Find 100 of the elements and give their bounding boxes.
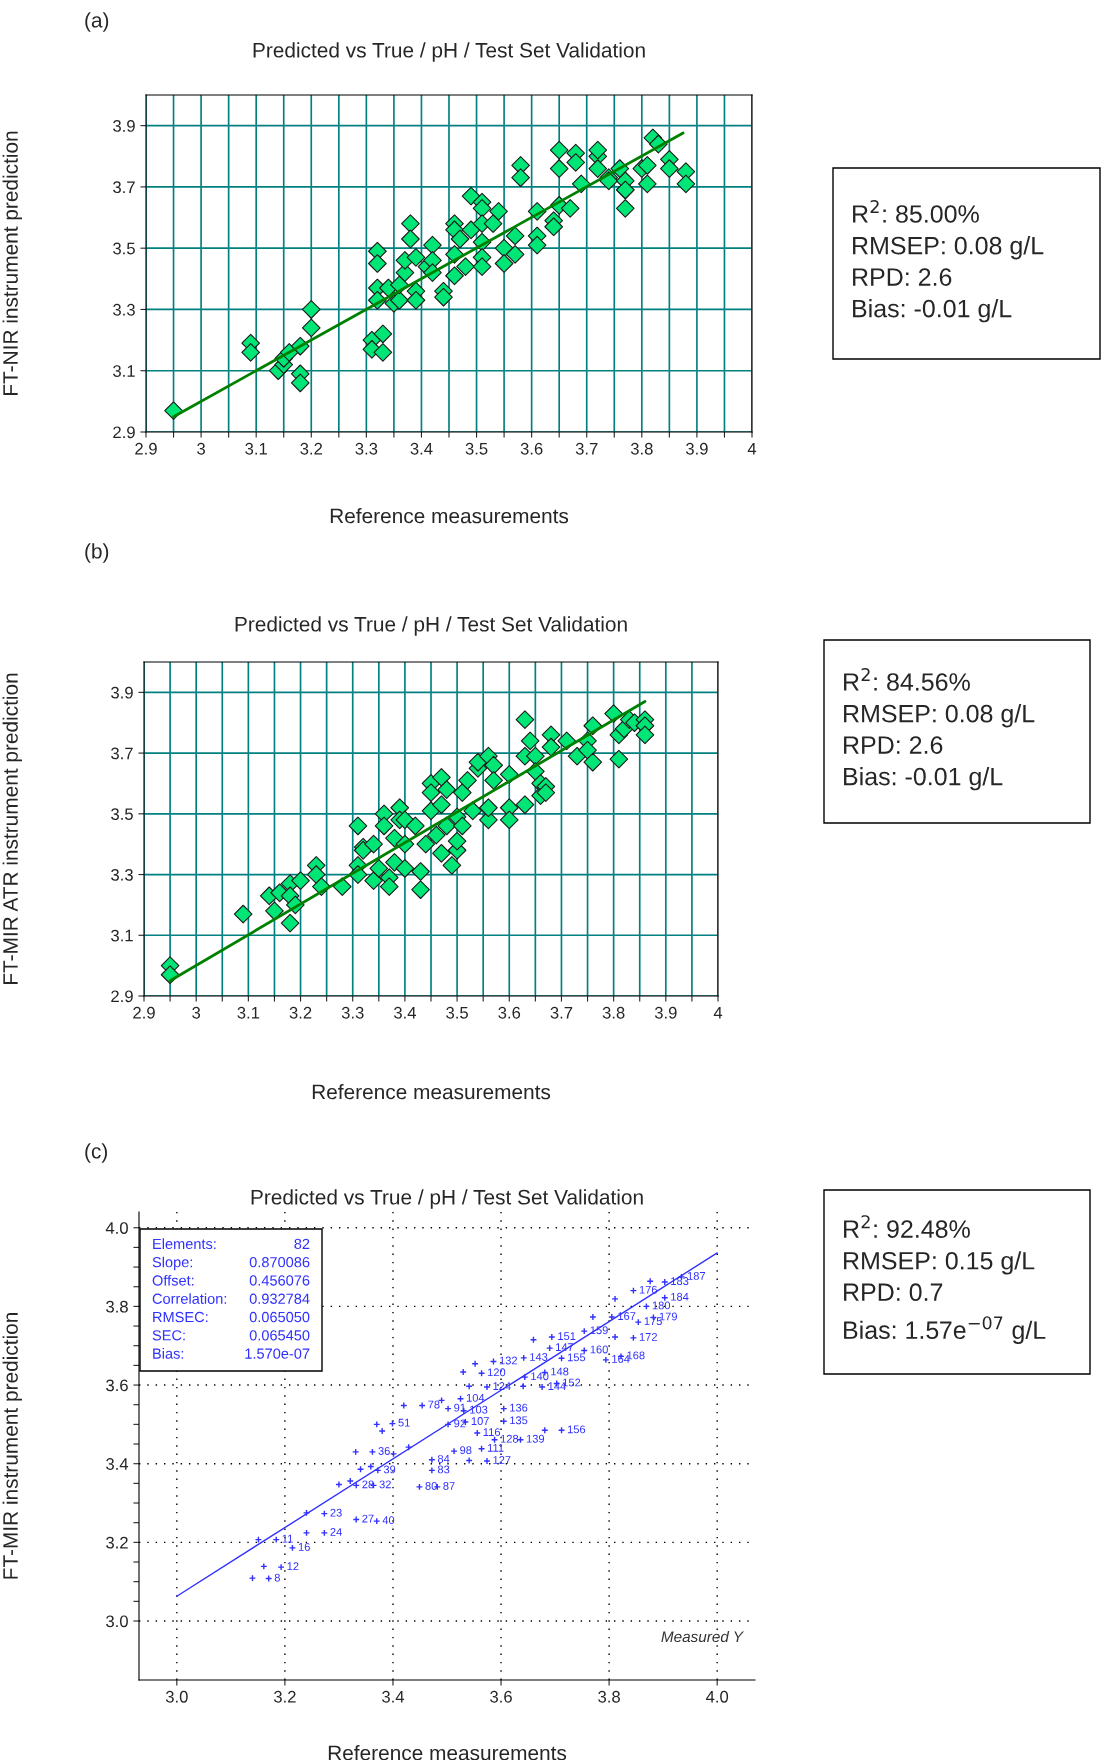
x-tick-label: 4.0 (705, 1690, 729, 1703)
y-tick-label: 3.4 (106, 1458, 129, 1470)
x-tick-label: 3.4 (410, 442, 433, 455)
y-tick-label: 3.7 (113, 181, 135, 194)
annotation: 135 (510, 1416, 528, 1425)
x-tick-label: 3.2 (289, 1006, 312, 1019)
annotation: 104 (466, 1393, 485, 1402)
annotation: 92 (454, 1419, 466, 1428)
annotation: 111 (487, 1443, 504, 1452)
annotation: 156 (567, 1425, 586, 1434)
annotation: 127 (493, 1456, 511, 1464)
y-tick-label: 3.9 (111, 686, 133, 699)
annotation: 39 (383, 1465, 396, 1474)
annotation: 107 (471, 1417, 489, 1425)
annotation: 176 (639, 1285, 658, 1294)
annotation: Measured Y (661, 1630, 744, 1643)
x-axis-title: Reference measurements (312, 1084, 551, 1100)
y-tick-label: 3.3 (113, 303, 135, 316)
annotation: 160 (590, 1345, 608, 1354)
x-tick-label: 3.9 (654, 1006, 677, 1019)
text: (c) (85, 1143, 107, 1163)
x-tick-label: 3.3 (355, 442, 378, 455)
x-tick-label: 3.8 (602, 1006, 625, 1019)
annotation: 179 (659, 1312, 677, 1321)
y-tick-label: 3.8 (106, 1300, 128, 1313)
annotation: 80 (425, 1482, 437, 1490)
annotation: 103 (470, 1405, 488, 1414)
text: R$^{2}$: 84.56% RMSEP: 0.08 g/L RPD: 2.6 Bias: -0.01 g/L (844, 668, 1035, 791)
annotation: 87 (443, 1482, 455, 1490)
annotation: 148 (551, 1367, 569, 1376)
x-axis-title: Reference measurements (330, 508, 569, 524)
x-tick-label: 3.3 (341, 1006, 364, 1019)
x-tick-label: 3.4 (393, 1006, 417, 1019)
y-tick-label: 3.3 (111, 868, 133, 881)
y-axis-title: FT-NIR instrument prediction (2, 131, 22, 395)
y-tick-label: 3.9 (113, 120, 135, 132)
x-tick-label: 2.9 (133, 1006, 155, 1019)
text: Elements: 82 Slope: 0.870086 Offset: 0.456076 Correlation: 0.932784 RMSEC: 0.065050 SEC: 0.065450 Bias: 1.570e-07 (152, 1238, 310, 1359)
annotation: 11 (282, 1534, 293, 1543)
x-tick-label: 3.5 (446, 1006, 468, 1019)
x-tick-label: 3.4 (382, 1690, 405, 1703)
y-tick-label: 3.0 (106, 1615, 128, 1628)
y-tick-label: 3.6 (106, 1379, 128, 1392)
annotation: 167 (618, 1312, 636, 1320)
x-tick-label: 3.6 (520, 442, 543, 455)
annotation: 143 (530, 1353, 548, 1361)
annotation: 116 (483, 1428, 501, 1436)
text: R$^{2}$: 85.00% RMSEP: 0.08 g/L RPD: 2.6 Bias: -0.01 g/L (853, 200, 1044, 323)
x-tick-label: 3.2 (273, 1690, 296, 1703)
chart-title: Predicted vs True / pH / Test Set Validation (253, 42, 645, 62)
x-tick-label: 3.1 (245, 442, 267, 455)
annotation: 12 (287, 1562, 299, 1570)
y-tick-label: 4.0 (105, 1222, 128, 1234)
annotation: 187 (687, 1272, 706, 1280)
annotation: 184 (671, 1292, 689, 1301)
annotation: 128 (500, 1434, 519, 1443)
x-tick-label: 2.9 (135, 442, 157, 455)
x-tick-label: 4 (747, 443, 757, 455)
text: (a) (85, 12, 109, 32)
annotation: 136 (510, 1403, 528, 1412)
annotation: 132 (499, 1356, 518, 1365)
x-tick-label: 3 (197, 442, 205, 455)
x-tick-label: 3.8 (630, 442, 653, 455)
annotation: 24 (330, 1528, 342, 1536)
annotation: 40 (382, 1516, 395, 1525)
annotation: 155 (567, 1353, 586, 1362)
annotation: 83 (437, 1465, 450, 1474)
y-tick-label: 3.5 (113, 242, 135, 255)
annotation: 8 (274, 1573, 280, 1582)
annotation: 78 (428, 1400, 440, 1409)
x-axis-title: Reference measurements (328, 1745, 567, 1760)
x-tick-label: 3.6 (490, 1690, 512, 1703)
annotation: 23 (330, 1508, 342, 1517)
x-tick-label: 3 (192, 1006, 201, 1019)
y-tick-label: 3.1 (111, 929, 133, 942)
y-tick-label: 3.1 (113, 365, 135, 377)
y-axis-title: FT-MIR ATR instrument prediction (2, 673, 22, 984)
y-tick-label: 2.9 (113, 426, 135, 439)
x-tick-label: 3.7 (550, 1006, 573, 1019)
annotation: 84 (437, 1454, 450, 1463)
x-tick-label: 3.7 (575, 442, 598, 455)
annotation: 16 (298, 1542, 310, 1551)
x-tick-label: 3.5 (465, 442, 488, 455)
annotation: 98 (460, 1446, 472, 1455)
x-tick-label: 3.8 (598, 1690, 620, 1703)
annotation: 139 (526, 1434, 545, 1443)
x-tick-label: 4 (713, 1007, 723, 1019)
chart-title: Predicted vs True / pH / Test Set Validation (235, 616, 627, 636)
annotation: 151 (558, 1332, 576, 1341)
annotation: 32 (379, 1480, 391, 1489)
x-tick-label: 3.6 (498, 1006, 521, 1019)
annotation: 140 (531, 1372, 549, 1381)
y-axis-title: FT-MIR instrument prediction (2, 1313, 22, 1579)
chart-title: Predicted vs True / pH / Test Set Validation (251, 1189, 643, 1209)
text: (b) (85, 543, 109, 563)
annotation: 36 (378, 1447, 390, 1455)
annotation: 180 (652, 1301, 671, 1310)
text: R$^{2}$: 92.48% RMSEP: 0.15 g/L RPD: 0.7 Bias: 1.57e$^{−07}$ g/L (844, 1215, 1046, 1344)
y-tick-label: 3.2 (106, 1536, 128, 1549)
y-tick-label: 3.5 (111, 808, 133, 821)
